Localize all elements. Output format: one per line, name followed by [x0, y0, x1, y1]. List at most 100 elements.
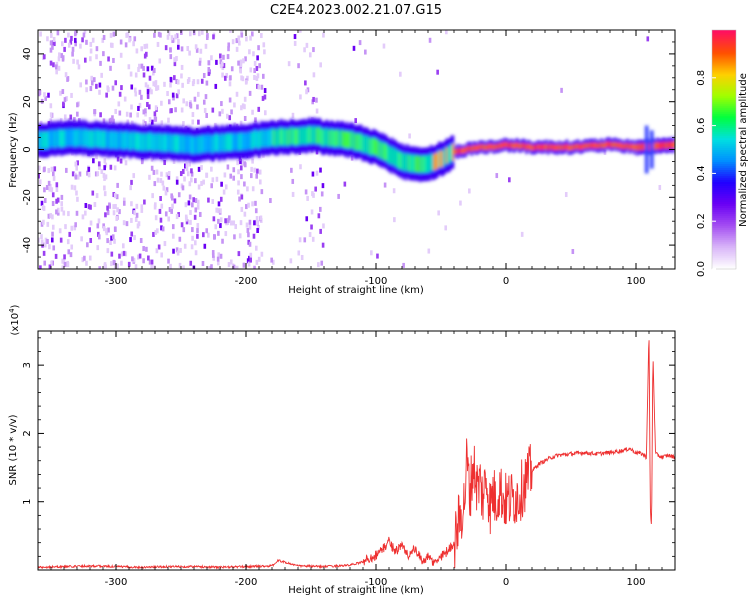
- speckle: [152, 169, 156, 175]
- speckle: [207, 197, 210, 203]
- ridge-core: [186, 135, 190, 152]
- ridge-core: [119, 131, 122, 148]
- colorbar-band: [712, 33, 736, 37]
- colorbar-band: [712, 213, 736, 216]
- snr-x-ticks: -300 -200 -100 0 100: [50, 331, 676, 588]
- speckle: [221, 108, 224, 114]
- speckle: [238, 233, 242, 239]
- ridge-core: [300, 127, 303, 145]
- speckle: [63, 261, 67, 267]
- speckle: [187, 200, 191, 206]
- ridge-core: [257, 131, 260, 149]
- ridge-core: [38, 131, 40, 149]
- speckle: [219, 208, 222, 214]
- speckle: [52, 171, 55, 177]
- speckle: [173, 61, 177, 67]
- speckle: [240, 194, 244, 200]
- ridge-core: [562, 144, 566, 151]
- speckle: [233, 234, 236, 240]
- ridge-core: [620, 143, 623, 150]
- speckle: [189, 103, 193, 109]
- speckle: [243, 116, 247, 122]
- speckle: [55, 61, 59, 67]
- speckle: [112, 118, 115, 124]
- ridge-core: [227, 133, 230, 151]
- ridge-core: [516, 141, 519, 148]
- ridge-core: [288, 128, 291, 146]
- speckle: [83, 255, 86, 261]
- colorbar-band: [712, 53, 736, 57]
- ridge-core: [441, 150, 444, 168]
- speckle: [54, 64, 58, 70]
- speckle: [304, 189, 308, 195]
- speckle: [160, 100, 163, 106]
- speckle: [289, 258, 293, 264]
- speckle: [158, 208, 162, 214]
- speckle: [80, 236, 83, 242]
- ridge-core: [62, 130, 65, 147]
- ridge-core: [166, 133, 169, 151]
- speckle: [74, 31, 77, 37]
- colorbar-band: [712, 45, 736, 49]
- speckle: [39, 265, 42, 269]
- speckle: [175, 176, 179, 182]
- speckle: [98, 82, 102, 88]
- speckle: [104, 212, 107, 218]
- ridge-core: [97, 130, 101, 148]
- ridge-core: [475, 145, 478, 152]
- ridge-core: [286, 129, 289, 146]
- ridge-core: [266, 129, 269, 147]
- speckle: [84, 203, 88, 209]
- speckle: [150, 264, 153, 269]
- speckle: [142, 246, 145, 252]
- speckle: [164, 190, 168, 196]
- speckle: [259, 179, 262, 185]
- speckle: [260, 84, 264, 90]
- ridge-core: [305, 127, 308, 145]
- ridge-core: [60, 130, 63, 148]
- speckle: [235, 91, 239, 97]
- speckle: [260, 251, 264, 257]
- speckle: [171, 224, 175, 230]
- speckle: [290, 167, 293, 173]
- speckle: [130, 120, 134, 126]
- speckle: [148, 87, 152, 93]
- ridge-core: [497, 143, 500, 150]
- ridge-core: [469, 145, 472, 152]
- speckle: [143, 43, 147, 49]
- snr-y-axis-label: SNR (10 * v/v): [8, 414, 19, 485]
- speckle: [60, 201, 64, 207]
- ridge-core: [239, 133, 243, 151]
- figure-title: C2E4.2023.002.21.07.G15: [270, 3, 442, 18]
- ridge-core: [587, 142, 590, 149]
- speckle: [248, 255, 251, 261]
- snr-panel: -300 -200 -100 0 100 1 2 3 Height of straight …: [8, 304, 676, 596]
- speckle: [159, 196, 162, 202]
- speckle: [189, 260, 193, 266]
- speckle: [52, 40, 56, 46]
- ridge-core: [462, 147, 466, 154]
- ridge-core: [280, 127, 283, 145]
- speckle: [61, 41, 64, 47]
- speckle: [156, 228, 159, 234]
- speckle: [76, 111, 79, 117]
- speckle: [135, 212, 139, 218]
- speckle: [167, 174, 171, 180]
- speckle: [64, 72, 68, 78]
- colorbar-tick-label: 0.0: [696, 261, 707, 277]
- ridge-core: [509, 142, 512, 149]
- speckle: [219, 196, 223, 202]
- ridge-core: [520, 143, 523, 149]
- speckle: [95, 54, 98, 60]
- ridge-core: [367, 137, 371, 154]
- ridge-core: [576, 143, 580, 149]
- speckle: [145, 43, 149, 49]
- speckle: [241, 103, 245, 109]
- snr-background: [38, 331, 675, 570]
- colorbar-band: [712, 243, 736, 246]
- ridge-core: [358, 133, 361, 151]
- ridge-core: [49, 130, 52, 147]
- speckle: [145, 246, 148, 252]
- speckle: [43, 166, 46, 172]
- speckle: [167, 216, 171, 222]
